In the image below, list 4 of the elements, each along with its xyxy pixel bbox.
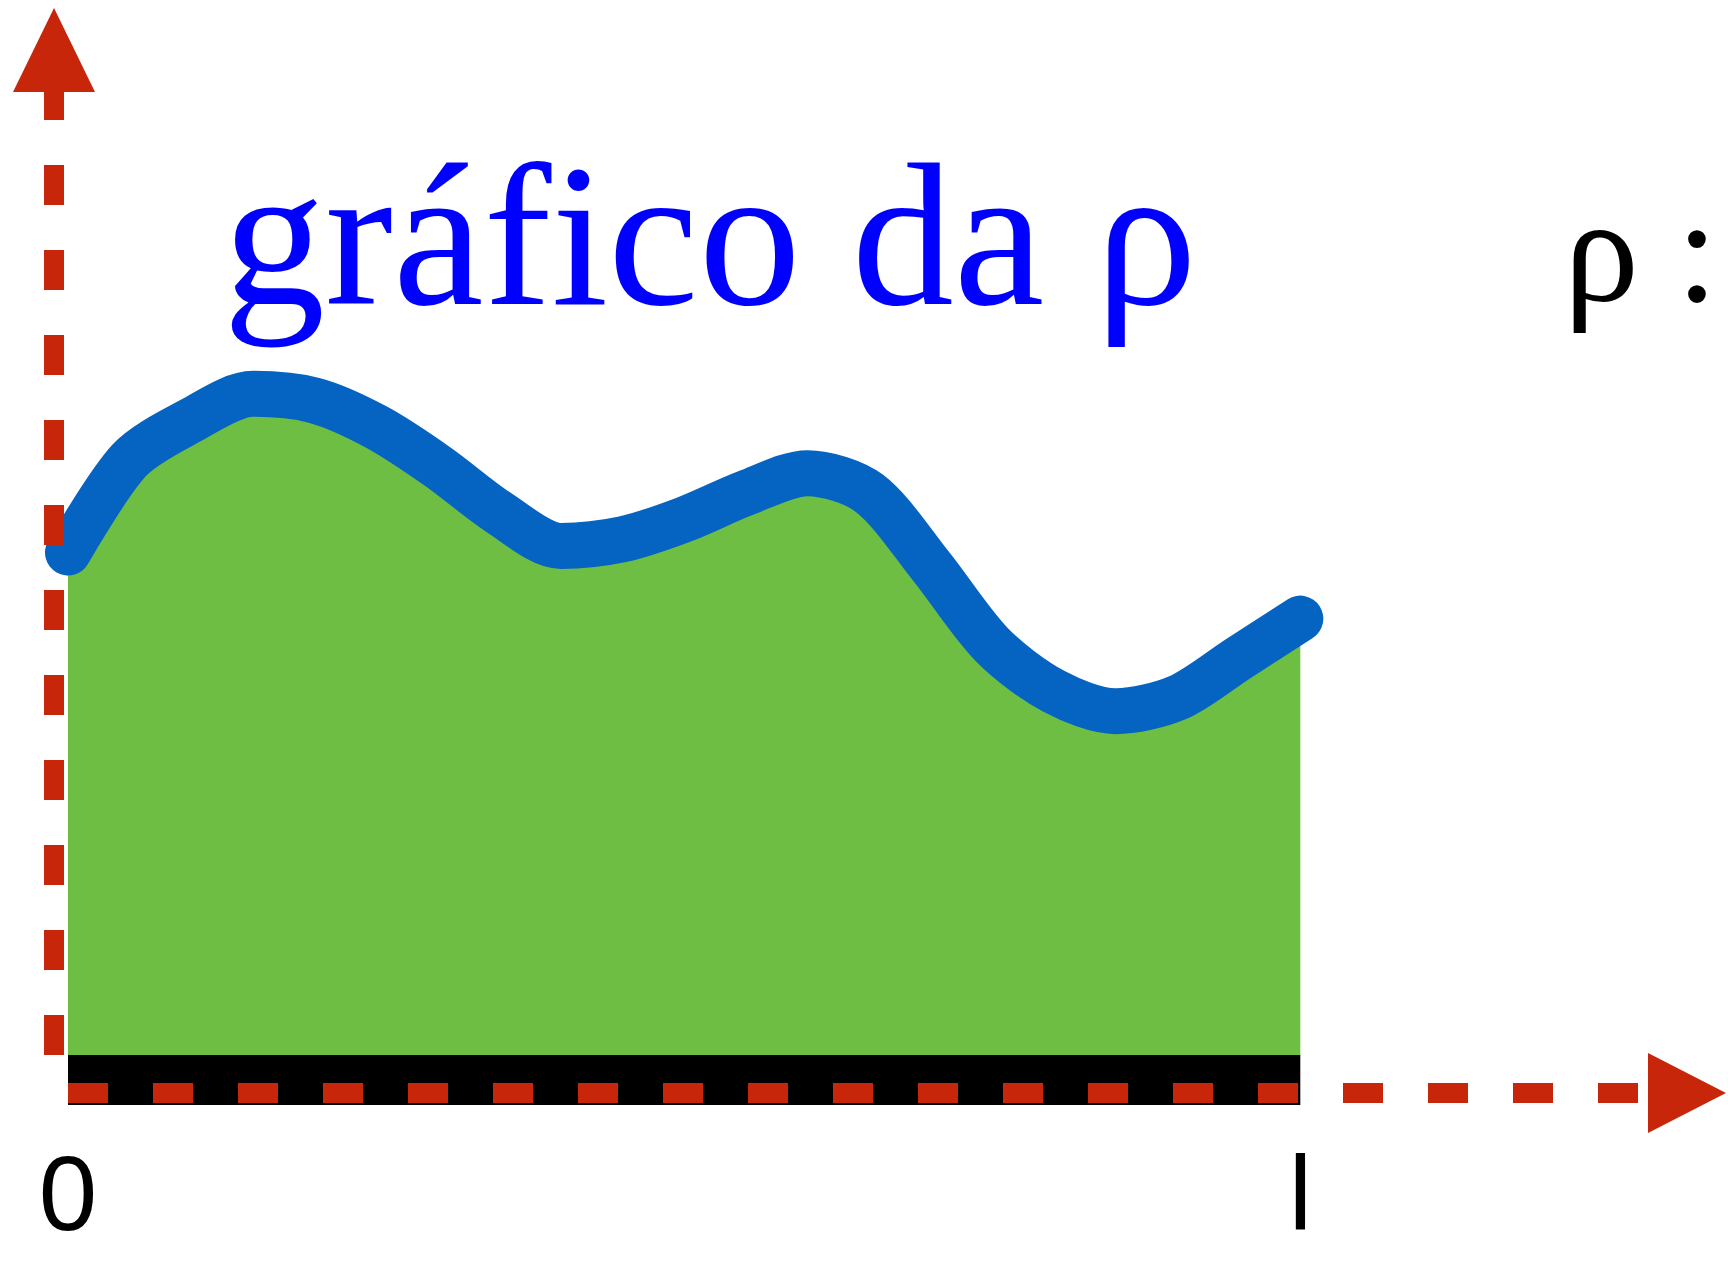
text: ρ : [1563, 167, 1718, 333]
chart-title: gráfico da ρ [223, 122, 1197, 348]
x-tick-label: 0 [38, 1135, 98, 1252]
x-tick-label: l [1288, 1135, 1312, 1252]
